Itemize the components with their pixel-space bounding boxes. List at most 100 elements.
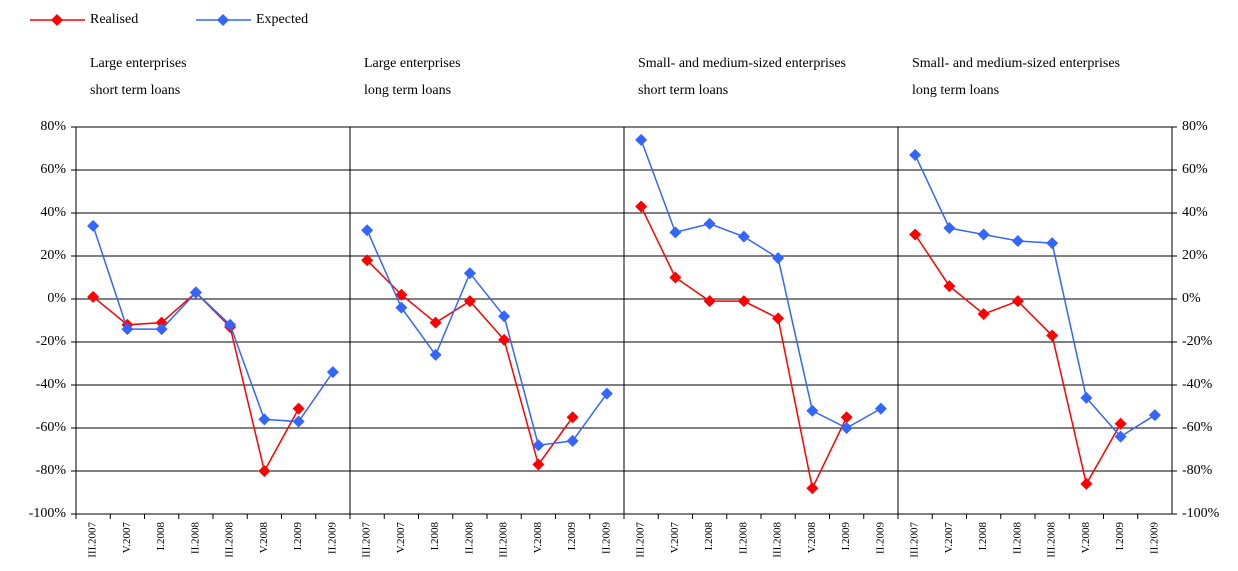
series-line [914, 154, 1156, 438]
panel-title: Large enterprises [364, 56, 461, 71]
x-tick-label: V.2008 [532, 522, 544, 554]
y-tick-label: 0% [47, 291, 66, 306]
data-point [806, 404, 819, 417]
data-point [1046, 237, 1059, 250]
x-tick-label: I.2009 [292, 522, 304, 551]
y-tick-label: -60% [36, 420, 67, 435]
y2-tick-label: -20% [1182, 334, 1213, 349]
x-tick-label: II.2009 [326, 522, 338, 555]
legend-label: Expected [256, 12, 308, 27]
data-point [909, 148, 922, 161]
data-point [772, 252, 785, 265]
panel-title: long term loans [364, 83, 451, 98]
series-line [366, 229, 608, 447]
data-point [395, 288, 408, 301]
data-point [292, 415, 305, 428]
data-point [703, 295, 716, 308]
x-tick-label: II.2009 [874, 522, 886, 555]
series-line [640, 139, 882, 429]
data-point [1011, 234, 1024, 247]
data-point [566, 411, 579, 424]
x-tick-label: III.2008 [772, 522, 784, 558]
x-tick-label: II.2008 [737, 522, 749, 555]
y-tick-label: -20% [36, 334, 67, 349]
data-point [566, 434, 579, 447]
x-tick-label: III.2008 [1046, 522, 1058, 558]
x-tick-label: V.2007 [943, 522, 955, 554]
data-point [532, 439, 545, 452]
data-point [361, 224, 374, 237]
data-point [806, 482, 819, 495]
data-point [395, 301, 408, 314]
series-line [366, 259, 574, 467]
panel-title: long term loans [912, 83, 999, 98]
data-point [703, 217, 716, 230]
x-tick-label: III.2007 [361, 522, 373, 558]
y2-tick-label: -60% [1182, 420, 1213, 435]
panel-title: Small- and medium-sized enterprises [912, 56, 1120, 71]
data-point [463, 295, 476, 308]
series-line [914, 234, 1122, 486]
data-point [635, 200, 648, 213]
x-tick-label: II.2009 [1148, 522, 1160, 555]
panel-title: Large enterprises [90, 56, 187, 71]
data-point [1080, 391, 1093, 404]
y-tick-label: -100% [29, 506, 67, 521]
y-tick-label: 20% [40, 248, 66, 263]
y-tick-label: -80% [36, 463, 67, 478]
panel-title: short term loans [90, 83, 180, 98]
data-point [155, 323, 168, 336]
data-point [189, 286, 202, 299]
data-point [532, 458, 545, 471]
legend-marker [51, 14, 63, 26]
y2-tick-label: 20% [1182, 248, 1208, 263]
x-tick-label: I.2008 [429, 522, 441, 551]
x-tick-label: V.2008 [258, 522, 270, 554]
x-tick-label: II.2009 [600, 522, 612, 555]
y2-tick-label: -100% [1182, 506, 1220, 521]
x-tick-label: V.2008 [806, 522, 818, 554]
data-point [977, 308, 990, 321]
data-point [669, 271, 682, 284]
x-tick-label: I.2008 [977, 522, 989, 551]
x-tick-label: III.2008 [224, 522, 236, 558]
data-point [1046, 329, 1059, 342]
y-tick-label: 40% [40, 205, 66, 220]
panel-title: Small- and medium-sized enterprises [638, 56, 846, 71]
y2-tick-label: 80% [1182, 119, 1208, 134]
data-point [121, 323, 134, 336]
data-point [874, 402, 887, 415]
x-tick-label: V.2007 [395, 522, 407, 554]
data-point [224, 318, 237, 331]
data-point [977, 228, 990, 241]
y2-tick-label: 0% [1182, 291, 1201, 306]
data-point [1148, 409, 1161, 422]
x-tick-label: III.2008 [498, 522, 510, 558]
data-point [1011, 295, 1024, 308]
x-tick-label: III.2007 [909, 522, 921, 558]
x-tick-label: I.2009 [566, 522, 578, 551]
y2-tick-label: -40% [1182, 377, 1213, 392]
data-point [737, 230, 750, 243]
data-point [943, 222, 956, 235]
x-tick-label: I.2009 [840, 522, 852, 551]
y-tick-label: 60% [40, 162, 66, 177]
data-point [840, 411, 853, 424]
data-point [87, 290, 100, 303]
data-point [772, 312, 785, 325]
y-tick-label: -40% [36, 377, 67, 392]
x-tick-label: V.2007 [121, 522, 133, 554]
data-point [87, 219, 100, 232]
data-point [635, 133, 648, 146]
data-point [840, 422, 853, 434]
y2-tick-label: 40% [1182, 205, 1208, 220]
data-point [326, 366, 339, 379]
data-point [463, 267, 476, 280]
data-point [498, 310, 511, 323]
data-point [1114, 430, 1127, 443]
data-point [292, 402, 305, 415]
data-point [498, 333, 511, 346]
x-tick-label: I.2009 [1114, 522, 1126, 551]
x-tick-label: I.2008 [703, 522, 715, 551]
